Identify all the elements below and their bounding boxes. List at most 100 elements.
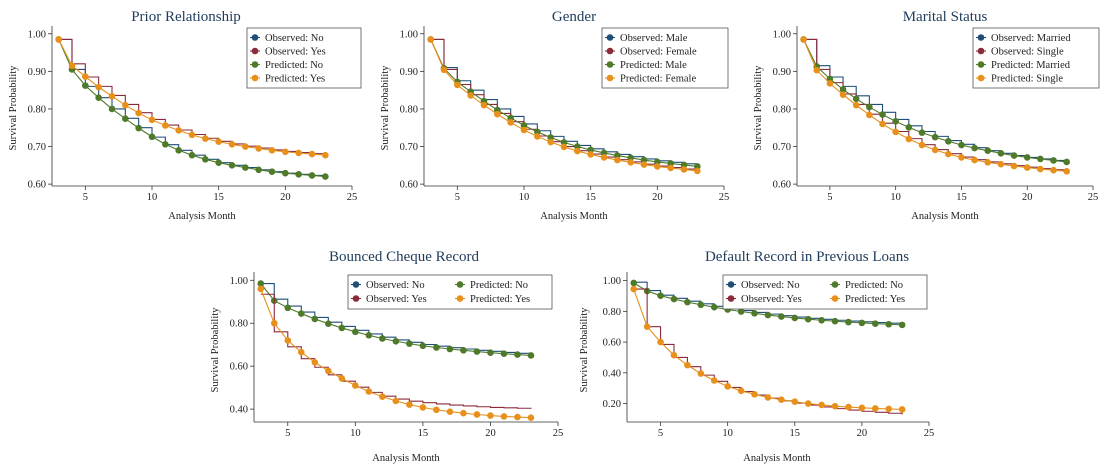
x-axis-label: Analysis Month <box>372 453 440 464</box>
data-point <box>1063 168 1070 175</box>
data-point <box>521 127 528 134</box>
data-point <box>818 317 825 324</box>
data-point <box>501 413 508 420</box>
data-point <box>859 320 866 327</box>
legend-swatch-marker <box>607 48 614 55</box>
data-point <box>474 411 481 418</box>
data-point <box>406 401 413 408</box>
y-tick-label: 0.60 <box>400 180 418 191</box>
x-tick-label: 25 <box>347 192 358 203</box>
data-point <box>352 329 359 336</box>
data-point <box>162 122 169 129</box>
x-axis-label: Analysis Month <box>743 453 811 464</box>
data-point <box>406 340 413 347</box>
data-point <box>800 36 807 43</box>
legend-label: Observed: Single <box>991 47 1064 58</box>
data-point <box>630 280 637 287</box>
data-point <box>805 316 812 323</box>
data-point <box>366 388 373 395</box>
data-point <box>681 166 688 173</box>
data-point <box>175 147 182 154</box>
legend-swatch-marker <box>978 61 985 68</box>
data-point <box>229 162 236 169</box>
data-point <box>109 93 116 100</box>
legend-label: Predicted: No <box>845 280 903 291</box>
data-point <box>454 82 461 89</box>
data-point <box>684 362 691 369</box>
y-tick-label: 0.90 <box>28 67 46 78</box>
x-axis-label: Analysis Month <box>911 211 979 222</box>
data-point <box>644 323 651 330</box>
data-point <box>352 382 359 389</box>
data-point <box>840 91 847 98</box>
legend-swatch-marker <box>728 295 735 302</box>
x-tick-label: 25 <box>553 428 564 439</box>
legend-label: Observed: No <box>265 33 324 44</box>
data-point <box>447 346 454 353</box>
data-point <box>501 350 508 357</box>
data-point <box>671 296 678 303</box>
data-point <box>919 129 926 136</box>
data-point <box>309 172 316 179</box>
data-point <box>899 406 906 413</box>
legend-swatch-marker <box>457 295 464 302</box>
data-point <box>561 144 568 151</box>
data-point <box>514 414 521 421</box>
legend-label: Predicted: Yes <box>470 294 530 305</box>
data-point <box>95 84 102 91</box>
data-point <box>1024 164 1031 171</box>
data-point <box>711 304 718 311</box>
data-point <box>694 168 701 175</box>
data-point <box>671 352 678 359</box>
legend-swatch-marker <box>978 75 985 82</box>
y-tick-label: 1.00 <box>28 29 46 40</box>
data-point <box>202 156 209 163</box>
y-tick-label: 1.00 <box>230 276 248 287</box>
chart-panel-prior-relationship: Prior Relationship 5 10 15 20 25 0.60 0.70 0.80 0… <box>0 0 370 230</box>
data-point <box>95 94 102 101</box>
data-point <box>366 332 373 339</box>
data-point <box>885 406 892 413</box>
data-point <box>109 106 116 113</box>
data-point <box>667 165 674 172</box>
y-tick-label: 0.60 <box>603 338 621 349</box>
data-point <box>765 312 772 319</box>
data-point <box>528 414 535 421</box>
data-point <box>325 320 332 327</box>
legend-label: Observed: No <box>741 280 800 291</box>
data-point <box>312 316 319 323</box>
data-point <box>932 147 939 154</box>
legend: Observed: No Observed: Yes Predicted: No Pr… <box>247 28 361 88</box>
data-point <box>1050 167 1057 174</box>
x-tick-label: 10 <box>519 192 530 203</box>
data-point <box>919 142 926 149</box>
data-point <box>738 388 745 395</box>
data-point <box>229 141 236 148</box>
data-point <box>1024 154 1031 161</box>
legend-item-observed-married: Observed: Married <box>976 33 1071 44</box>
data-point <box>945 151 952 158</box>
x-tick-label: 15 <box>956 192 967 203</box>
x-tick-label: 10 <box>350 428 361 439</box>
data-point <box>420 342 427 349</box>
x-tick-label: 20 <box>857 428 868 439</box>
data-point <box>467 92 474 99</box>
legend-swatch-marker <box>728 281 735 288</box>
legend-item-predicted-married: Predicted: Married <box>976 60 1071 71</box>
legend-swatch-marker <box>832 295 839 302</box>
legend-swatch-marker <box>353 295 360 302</box>
data-point <box>866 112 873 119</box>
x-tick-label: 25 <box>1088 192 1099 203</box>
data-point <box>215 138 222 145</box>
legend-swatch-marker <box>607 61 614 68</box>
data-point <box>298 349 305 356</box>
data-point <box>945 138 952 145</box>
data-point <box>958 154 965 161</box>
data-point <box>189 152 196 159</box>
data-point <box>122 102 129 109</box>
x-tick-label: 20 <box>652 192 663 203</box>
data-point <box>872 405 879 412</box>
data-point <box>298 310 305 317</box>
data-point <box>751 391 758 398</box>
legend-label: Predicted: Male <box>620 60 687 71</box>
